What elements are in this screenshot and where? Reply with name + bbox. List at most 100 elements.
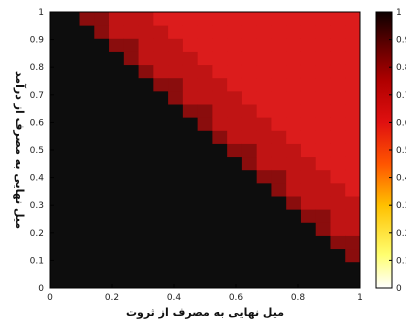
heatmap-cell: [330, 130, 346, 144]
heatmap-cell: [315, 104, 331, 118]
heatmap-cell: [241, 90, 258, 105]
heatmap-cell: [256, 117, 272, 131]
heatmap-cell: [300, 51, 317, 66]
heatmap-cell: [345, 169, 361, 184]
heatmap-cell: [300, 38, 317, 52]
heatmap-cell: [212, 77, 228, 92]
heatmap-cell: [330, 182, 346, 197]
heatmap-cell: [330, 12, 346, 26]
heatmap-cell: [197, 12, 213, 26]
heatmap-cell: [315, 156, 331, 171]
heatmap-cell: [197, 38, 213, 52]
heatmap-cell: [300, 169, 317, 184]
heatmap-cell: [271, 117, 287, 131]
heatmap-cell: [315, 143, 331, 158]
heatmap-cell: [330, 25, 346, 39]
heatmap-cell: [123, 38, 140, 52]
heatmap-cell: [345, 182, 361, 197]
heatmap-cell: [256, 130, 272, 144]
heatmap-cell: [271, 38, 287, 52]
heatmap-cell: [300, 143, 317, 158]
plot-area: [50, 12, 361, 288]
heatmap-cell: [286, 77, 302, 92]
heatmap-cell: [345, 38, 361, 52]
heatmap-cell: [227, 12, 243, 26]
heatmap-cell: [212, 117, 228, 131]
heatmap-cell: [241, 38, 258, 52]
heatmap-cell: [345, 209, 361, 223]
heatmap-cell: [300, 130, 317, 144]
x-tick-label: 0.6: [229, 293, 244, 303]
heatmap-cell: [330, 156, 346, 171]
heatmap-cell: [227, 77, 243, 92]
heatmap-cell: [227, 51, 243, 66]
heatmap-cell: [345, 77, 361, 92]
y-tick-label: 0.5: [30, 146, 44, 156]
heatmap-cell: [256, 156, 272, 171]
heatmap-cell: [212, 38, 228, 52]
heatmap-cell: [212, 51, 228, 66]
heatmap-cell: [271, 90, 287, 105]
heatmap-cell: [300, 12, 317, 26]
heatmap-cell: [345, 156, 361, 171]
heatmap-cell: [94, 25, 110, 39]
heatmap-cell: [286, 25, 302, 39]
heatmap-cell: [227, 38, 243, 52]
heatmap-cell: [300, 25, 317, 39]
heatmap-cell: [197, 104, 213, 118]
heatmap-cell: [271, 143, 287, 158]
heatmap-cell: [315, 12, 331, 26]
heatmap-cell: [345, 117, 361, 131]
heatmap-cell: [300, 156, 317, 171]
heatmap-cell: [109, 12, 125, 26]
heatmap-cell: [271, 51, 287, 66]
heatmap-cell: [256, 38, 272, 52]
heatmap-cell: [315, 169, 331, 184]
heatmap-cell: [182, 51, 199, 66]
heatmap-cell: [286, 90, 302, 105]
heatmap-cell: [300, 104, 317, 118]
y-tick-label: 0.7: [30, 91, 44, 101]
y-tick-label: 0.9: [30, 36, 45, 46]
heatmap-cell: [227, 117, 243, 131]
heatmap-cell: [241, 25, 258, 39]
heatmap-cell: [227, 64, 243, 79]
y-axis-ticks: 0 0.1 0.2 0.3 0.4 0.5 0.6 0.7 0.8 0.9 1: [30, 8, 54, 294]
x-tick-label: 0.8: [291, 293, 306, 303]
heatmap-cell: [138, 64, 154, 79]
colorbar-tick-label: 0.6: [396, 118, 406, 128]
heatmap-cell: [79, 12, 95, 26]
heatmap-cell: [315, 130, 331, 144]
heatmap-cell: [330, 51, 346, 66]
heatmap-cell: [256, 143, 272, 158]
heatmap-cell: [182, 77, 199, 92]
heatmap-cell: [212, 64, 228, 79]
heatmap-cell: [227, 104, 243, 118]
x-tick-label: 0.2: [105, 293, 119, 303]
heatmap-cell: [182, 38, 199, 52]
heatmap-cell: [286, 104, 302, 118]
x-axis-ticks: 0 0.2 0.4 0.6 0.8 1: [47, 284, 363, 303]
heatmap-cell: [138, 25, 154, 39]
heatmap-cell: [168, 90, 184, 105]
heatmap-cell: [241, 51, 258, 66]
heatmap-cell: [300, 196, 317, 210]
heatmap-cell: [182, 25, 199, 39]
heatmap-cell: [271, 182, 287, 197]
heatmap-cell: [256, 12, 272, 26]
heatmap-cell: [212, 104, 228, 118]
y-tick-label: 0.4: [30, 174, 45, 184]
y-tick-label: 0: [38, 284, 44, 294]
heatmap-cell: [315, 222, 331, 236]
heatmap-cell: [271, 169, 287, 184]
heatmap-cell: [345, 143, 361, 158]
heatmap-cell: [241, 156, 258, 171]
y-axis-title: میل نهایی به مصرف از درآمد: [13, 71, 27, 229]
colorbar-tick-label: 0.8: [396, 63, 406, 73]
heatmap-cell: [197, 64, 213, 79]
heatmap-cell: [286, 12, 302, 26]
heatmap-cell: [227, 130, 243, 144]
heatmap-cell: [330, 77, 346, 92]
heatmap-cell: [256, 25, 272, 39]
